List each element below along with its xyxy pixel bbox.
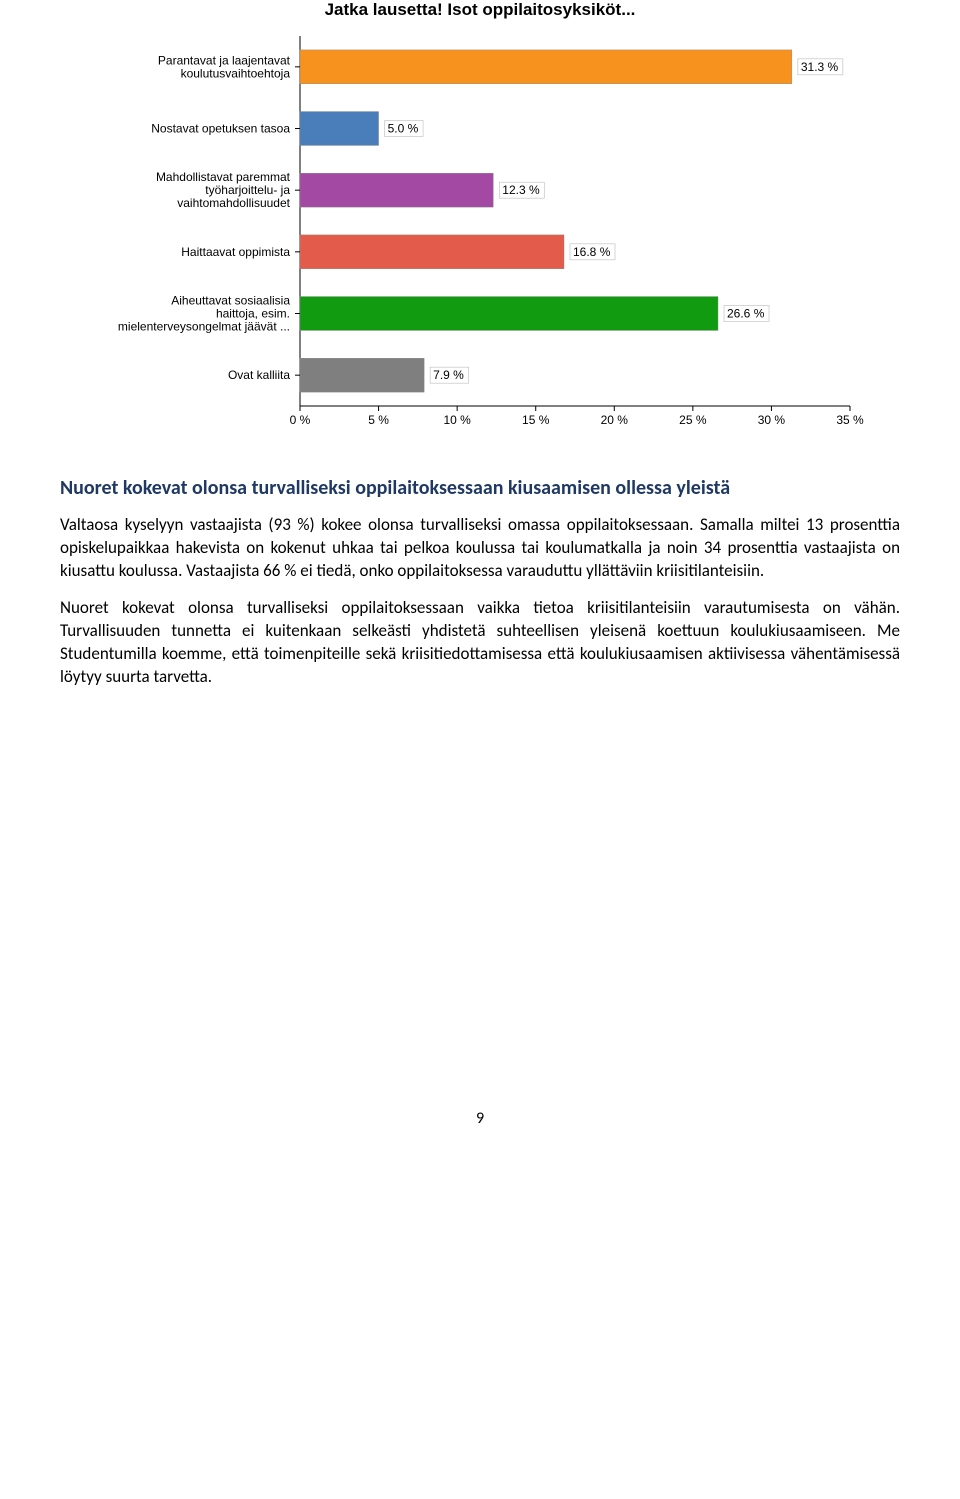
bar-value-label: 12.3 % xyxy=(502,183,540,197)
page-number: 9 xyxy=(60,1109,900,1128)
bar-value-label: 7.9 % xyxy=(433,368,464,382)
chart-title: Jatka lausetta! Isot oppilaitosyksiköt..… xyxy=(60,0,900,20)
bar-category-label: työharjoittelu- ja xyxy=(205,183,290,197)
bar xyxy=(300,112,379,146)
bar-category-label: Nostavat opetuksen tasoa xyxy=(151,122,290,136)
svg-text:20 %: 20 % xyxy=(601,413,629,427)
chart-container: Jatka lausetta! Isot oppilaitosyksiköt..… xyxy=(60,0,900,436)
document-page: Jatka lausetta! Isot oppilaitosyksiköt..… xyxy=(0,0,960,1188)
bar xyxy=(300,173,493,207)
bar-category-label: Haittaavat oppimista xyxy=(181,245,290,259)
bar-category-label: vaihtomahdollisuudet xyxy=(177,196,290,210)
bar-chart: 0 % 5 % 10 % 15 % 20 % 25 % 30 % 35 % Parantavat… xyxy=(60,26,900,436)
body-paragraph-2: Nuoret kokevat olonsa turvalliseksi oppi… xyxy=(60,597,900,689)
bar-category-label: koulutusvaihtoehtoja xyxy=(181,66,291,80)
svg-text:0 %: 0 % xyxy=(290,413,311,427)
svg-text:15 %: 15 % xyxy=(522,413,550,427)
bar-value-label: 5.0 % xyxy=(388,122,419,136)
svg-text:25 %: 25 % xyxy=(679,413,707,427)
bar-value-label: 26.6 % xyxy=(727,307,765,321)
svg-text:35 %: 35 % xyxy=(836,413,864,427)
section-heading: Nuoret kokevat olonsa turvalliseksi oppi… xyxy=(60,476,900,500)
svg-text:10 %: 10 % xyxy=(443,413,471,427)
svg-text:30 %: 30 % xyxy=(758,413,786,427)
bar-category-label: Aiheuttavat sosiaalisia xyxy=(171,294,290,308)
bar xyxy=(300,50,792,84)
bar-category-label: Ovat kalliita xyxy=(228,368,290,382)
bar-category-label: Mahdollistavat paremmat xyxy=(156,170,291,184)
bar-value-label: 16.8 % xyxy=(573,245,611,259)
svg-text:5 %: 5 % xyxy=(368,413,389,427)
bar-category-label: haittoja, esim. xyxy=(216,307,290,321)
bar xyxy=(300,297,718,331)
body-paragraph-1: Valtaosa kyselyyn vastaajista (93 %) kok… xyxy=(60,514,900,583)
bar xyxy=(300,358,424,392)
bar-category-label: Parantavat ja laajentavat xyxy=(158,53,291,67)
bar-category-label: mielenterveysongelmat jäävät ... xyxy=(118,320,290,334)
bar xyxy=(300,235,564,269)
bar-value-label: 31.3 % xyxy=(801,60,839,74)
